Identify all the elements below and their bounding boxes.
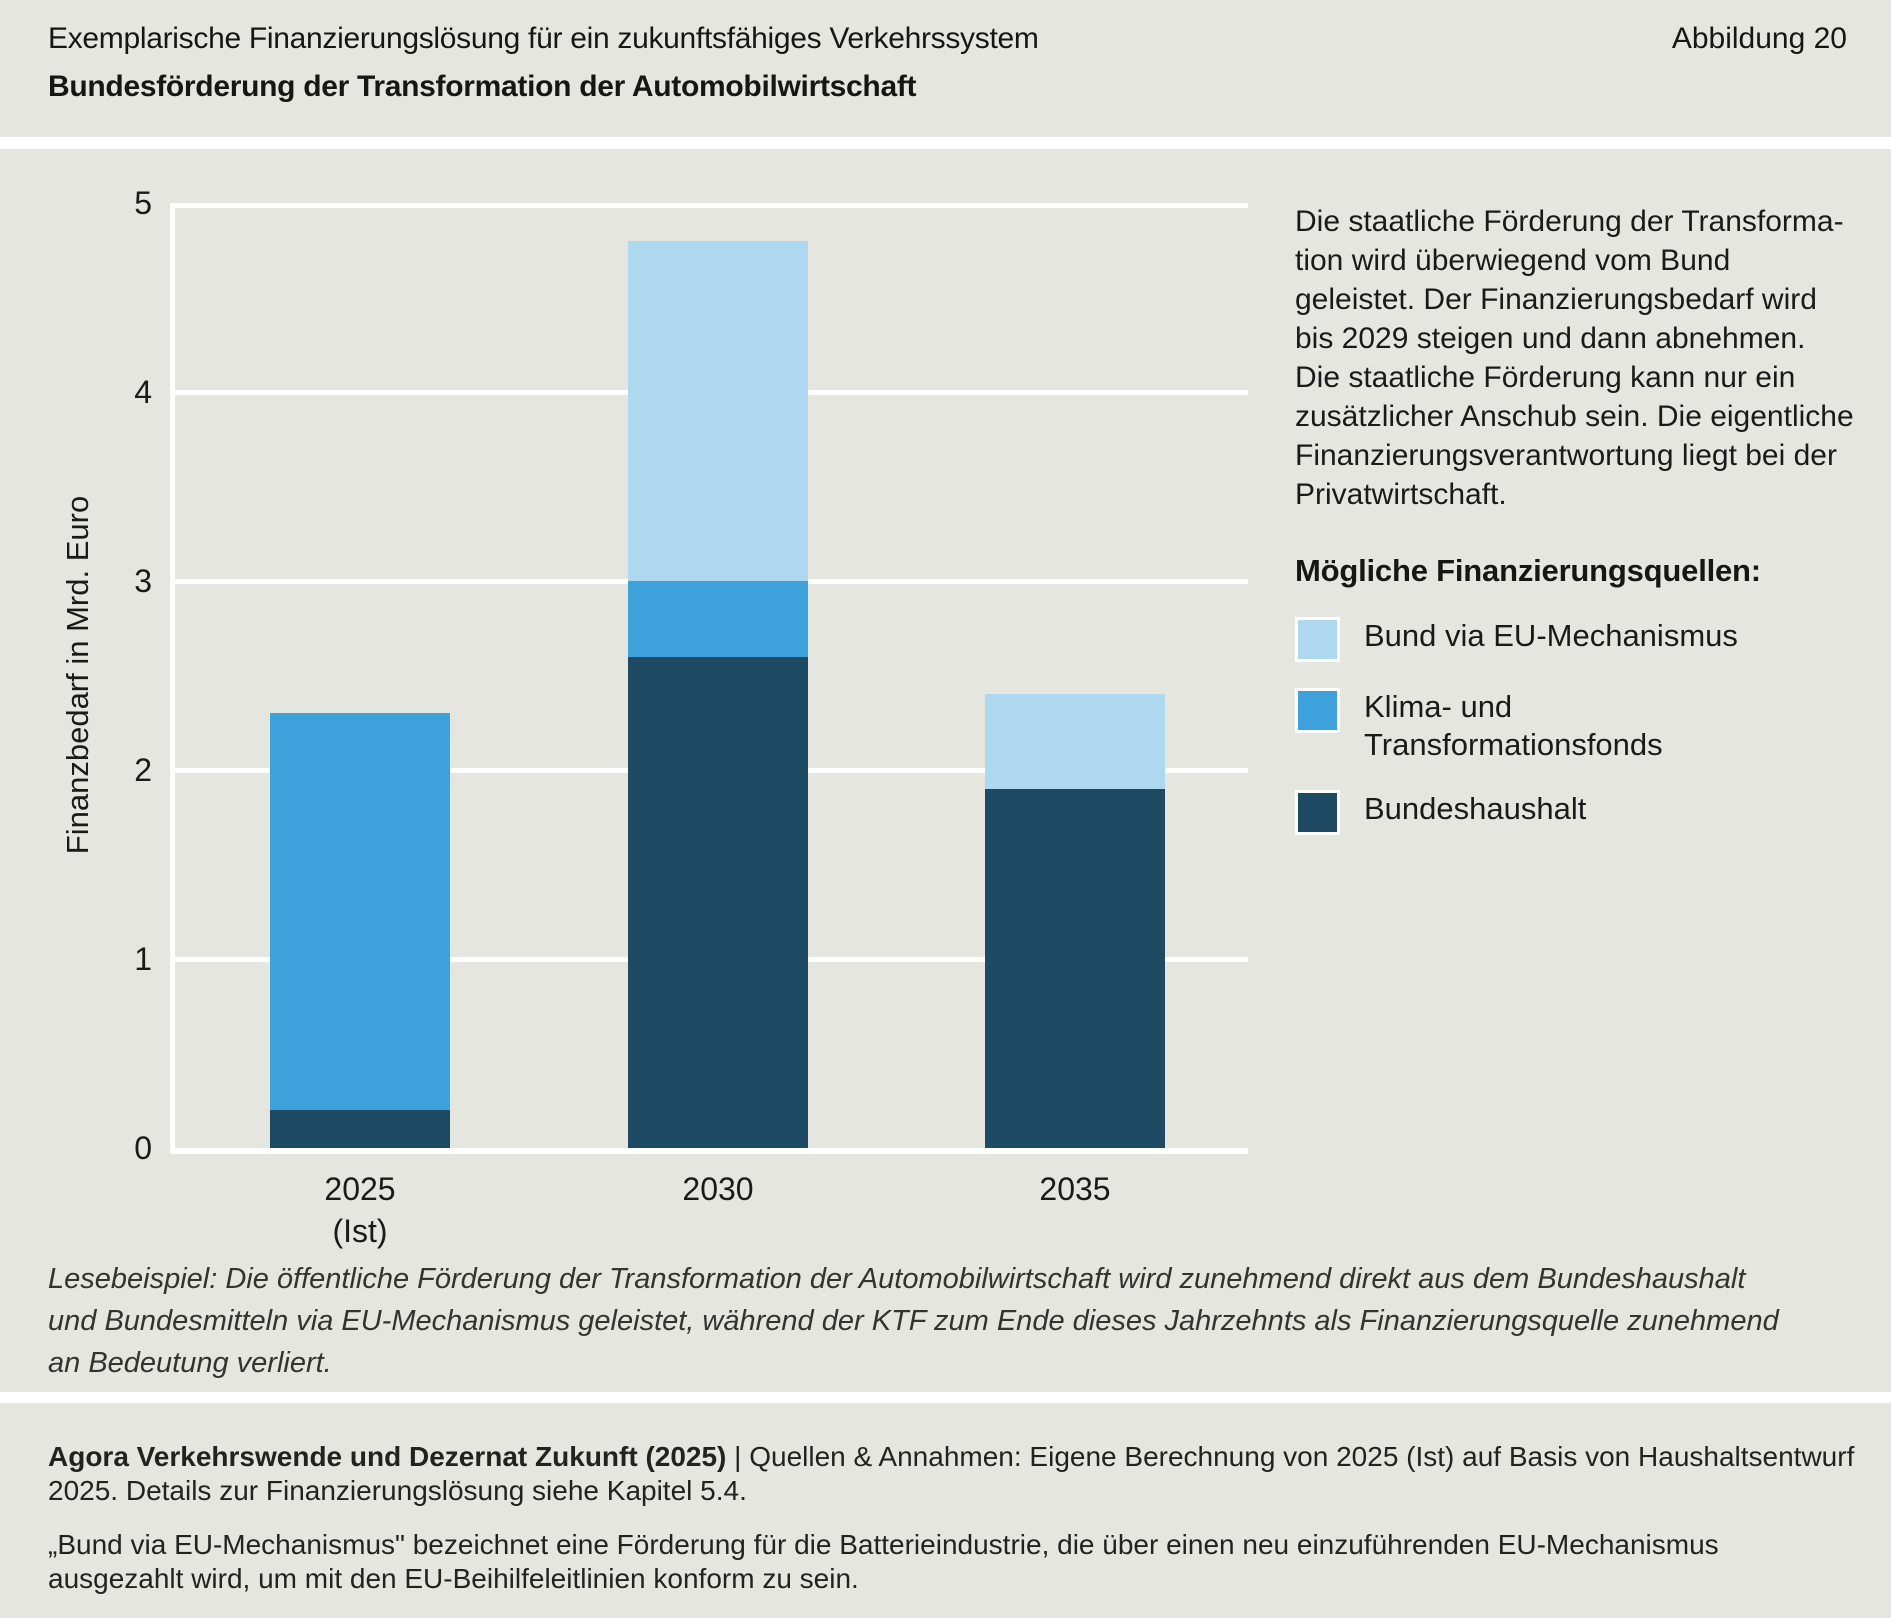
legend-item-label: Klima- und Transformationsfonds — [1364, 689, 1663, 762]
commentary-line: Die staatliche Förderung der Transforma- — [1295, 205, 1844, 238]
commentary-line: Privatwirtschaft. — [1295, 478, 1507, 511]
y-tick-label-5: 5 — [134, 185, 152, 221]
bar-2035 — [985, 694, 1165, 1148]
commentary-line: zusätzlicher Anschub sein. Die eigentlic… — [1295, 400, 1854, 433]
x-axis-label-2025: 2025 (Ist) — [210, 1168, 510, 1252]
y-axis-title: Finanzbedarf in Mrd. Euro — [60, 495, 95, 855]
source-text: Quellen & Annahmen: Eigene Berechnung vo… — [48, 1441, 1855, 1506]
legend-item-label: Bund via EU-Mechanismus — [1364, 618, 1738, 653]
commentary-line: Finanzierungsverantwortung liegt bei der — [1295, 439, 1837, 472]
x-axis-label-2035: 2035 — [925, 1168, 1225, 1210]
legend-item: Bundeshaushalt — [1295, 790, 1891, 835]
reading-example-line: Lesebeispiel: Die öffentliche Förderung … — [48, 1263, 1746, 1295]
bar-segment-2030-bundeshaushalt — [628, 657, 808, 1148]
commentary-line: bis 2029 steigen und dann abnehmen. — [1295, 322, 1806, 355]
legend-item: Klima- und Transformationsfonds — [1295, 688, 1891, 764]
x-label-year: 2025 — [324, 1171, 396, 1207]
bar-segment-2035-bund-via-eu-mechanismus — [985, 694, 1165, 789]
legend-title: Mögliche Finanzierungsquellen: — [1295, 553, 1761, 588]
source-name: Agora Verkehrswende und Dezernat Zukunft… — [48, 1441, 727, 1472]
bar-segment-2030-klima--und-transformationsfonds — [628, 581, 808, 657]
commentary-line: Die staatliche Förderung kann nur ein — [1295, 361, 1796, 394]
y-tick-label-4: 4 — [134, 374, 152, 410]
bar-segment-2025-bundeshaushalt — [270, 1110, 450, 1148]
x-label-year: 2030 — [682, 1171, 754, 1207]
footnote: „Bund via EU-Mechanismus" bezeichnet ein… — [48, 1529, 1719, 1594]
bar-segment-2025-klima--und-transformationsfonds — [270, 713, 450, 1110]
legend-swatch-icon — [1295, 790, 1340, 835]
bar-2030 — [628, 241, 808, 1148]
reading-example-line: und Bundesmitteln via EU-Mechanismus gel… — [48, 1305, 1779, 1337]
figure-number: Abbildung 20 — [1671, 22, 1847, 55]
legend-swatch-icon — [1295, 617, 1340, 662]
legend: Mögliche Finanzierungsquellen: Bund via … — [1295, 553, 1891, 861]
x-label-year: 2035 — [1039, 1171, 1111, 1207]
y-tick-label-0: 0 — [134, 1130, 152, 1166]
x-label-sublabel: (Ist) — [332, 1213, 388, 1249]
bar-2025 — [270, 713, 450, 1148]
footer-separator — [0, 1392, 1891, 1403]
figure-title: Exemplarische Finanzierungslösung für ei… — [48, 22, 1039, 55]
plot-area — [170, 203, 1248, 1154]
bar-segment-2030-bund-via-eu-mechanismus — [628, 241, 808, 581]
figure-subtitle: Bundesförderung der Transformation der A… — [48, 70, 917, 103]
legend-swatch-icon — [1295, 688, 1340, 733]
commentary-line: tion wird überwiegend vom Bund — [1295, 244, 1731, 277]
x-axis-label-2030: 2030 — [568, 1168, 868, 1210]
bar-segment-2035-bundeshaushalt — [985, 789, 1165, 1148]
legend-item-label: Bundeshaushalt — [1364, 791, 1587, 826]
y-tick-label-3: 3 — [134, 563, 152, 599]
chart-commentary: Die staatliche Förderung der Transforma-… — [1295, 202, 1891, 514]
commentary-line: geleistet. Der Finanzierungsbedarf wird — [1295, 283, 1817, 316]
source-separator: | — [726, 1441, 750, 1472]
gridline-5 — [175, 203, 1248, 208]
y-tick-label-2: 2 — [134, 752, 152, 788]
y-tick-label-1: 1 — [134, 941, 152, 977]
footer: Agora Verkehrswende und Dezernat Zukunft… — [48, 1440, 1860, 1616]
legend-item: Bund via EU-Mechanismus — [1295, 617, 1891, 662]
source-line: Agora Verkehrswende und Dezernat Zukunft… — [48, 1440, 1860, 1508]
legend-items: Bund via EU-Mechanismus Klima- und Trans… — [1295, 617, 1891, 835]
header-separator — [0, 137, 1891, 149]
reading-example: Lesebeispiel: Die öffentliche Förderung … — [48, 1258, 1868, 1384]
reading-example-line: an Bedeutung verliert. — [48, 1347, 332, 1379]
